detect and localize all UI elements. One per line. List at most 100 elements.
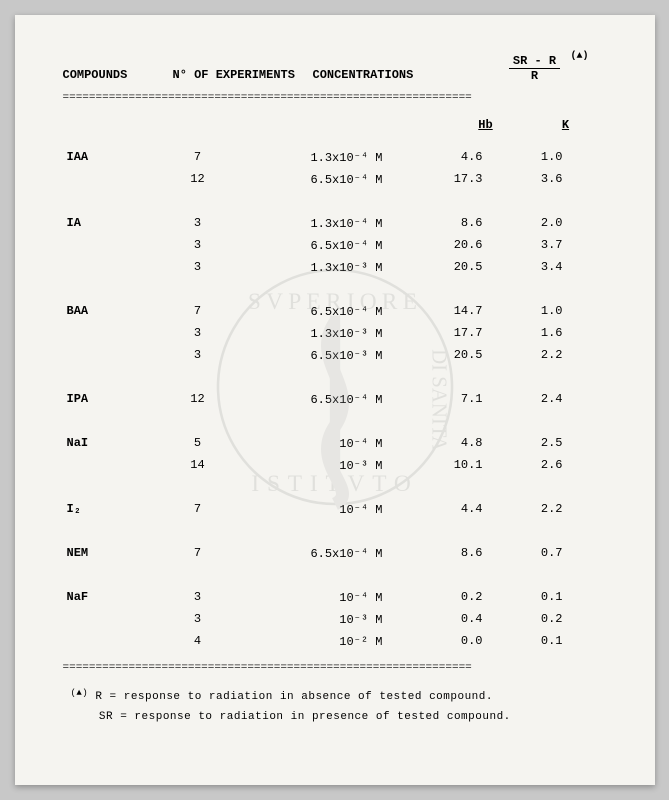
cell-compound: BAA [63, 304, 153, 318]
table-row: IA31.3x10⁻⁴ M8.62.0 [63, 212, 607, 234]
cell-k: 2.5 [503, 436, 583, 450]
cell-k: 2.2 [503, 502, 583, 516]
cell-hb: 14.7 [413, 304, 503, 318]
cell-hb: 8.6 [413, 216, 503, 230]
cell-hb: 20.6 [413, 238, 503, 252]
table-row: NaI510⁻⁴ M4.82.5 [63, 432, 607, 454]
table-row: BAA76.5x10⁻⁴ M14.71.0 [63, 300, 607, 322]
group-spacer [63, 366, 607, 388]
cell-hb: 0.4 [413, 612, 503, 626]
cell-compound: NEM [63, 546, 153, 560]
cell-conc: 6.5x10⁻⁴ M [243, 238, 413, 253]
table-row: IPA126.5x10⁻⁴ M7.12.4 [63, 388, 607, 410]
cell-n: 3 [153, 216, 243, 230]
cell-hb: 4.8 [413, 436, 503, 450]
cell-hb: 20.5 [413, 260, 503, 274]
cell-n: 7 [153, 150, 243, 164]
cell-hb: 0.0 [413, 634, 503, 648]
cell-k: 2.4 [503, 392, 583, 406]
group-spacer [63, 564, 607, 586]
cell-conc: 6.5x10⁻⁴ M [243, 172, 413, 187]
divider-bottom: ========================================… [63, 662, 607, 674]
group-spacer [63, 410, 607, 432]
cell-n: 7 [153, 546, 243, 560]
header-concentrations: CONCENTRATIONS [313, 68, 463, 82]
cell-hb: 0.2 [413, 590, 503, 604]
cell-conc: 1.3x10⁻⁴ M [243, 150, 413, 165]
cell-n: 7 [153, 304, 243, 318]
fraction-superscript: (▲) [570, 51, 588, 62]
cell-n: 5 [153, 436, 243, 450]
footnote: (▲) R = response to radiation in absence… [63, 688, 607, 728]
cell-hb: 17.3 [413, 172, 503, 186]
table-row: 36.5x10⁻⁴ M20.63.7 [63, 234, 607, 256]
cell-hb: 8.6 [413, 546, 503, 560]
footnote-line2: SR = response to radiation in presence o… [99, 711, 511, 723]
cell-hb: 20.5 [413, 348, 503, 362]
cell-hb: 10.1 [413, 458, 503, 472]
footnote-line1: R = response to radiation in absence of … [95, 691, 493, 703]
cell-n: 3 [153, 612, 243, 626]
cell-conc: 6.5x10⁻⁴ M [243, 304, 413, 319]
cell-n: 3 [153, 326, 243, 340]
cell-conc: 1.3x10⁻³ M [243, 326, 413, 341]
cell-n: 14 [153, 458, 243, 472]
cell-n: 7 [153, 502, 243, 516]
group-spacer [63, 278, 607, 300]
cell-n: 3 [153, 238, 243, 252]
cell-conc: 6.5x10⁻⁴ M [243, 546, 413, 561]
table-row: 1410⁻³ M10.12.6 [63, 454, 607, 476]
cell-conc: 1.3x10⁻⁴ M [243, 216, 413, 231]
divider-top: ========================================… [63, 92, 607, 104]
table-row: 31.3x10⁻³ M17.71.6 [63, 322, 607, 344]
cell-conc: 10⁻³ M [243, 612, 413, 627]
header-compounds: COMPOUNDS [63, 68, 173, 82]
cell-conc: 10⁻³ M [243, 458, 413, 473]
subheader-k: K [531, 118, 601, 132]
cell-k: 1.0 [503, 304, 583, 318]
cell-hb: 7.1 [413, 392, 503, 406]
group-spacer [63, 190, 607, 212]
cell-n: 4 [153, 634, 243, 648]
group-spacer [63, 476, 607, 498]
cell-hb: 4.6 [413, 150, 503, 164]
cell-compound: NaF [63, 590, 153, 604]
cell-compound: I₂ [63, 502, 153, 516]
table-row: 126.5x10⁻⁴ M17.33.6 [63, 168, 607, 190]
cell-n: 12 [153, 172, 243, 186]
cell-k: 1.0 [503, 150, 583, 164]
cell-conc: 10⁻² M [243, 634, 413, 649]
document-page: COMPOUNDS N° OF EXPERIMENTS CONCENTRATIO… [15, 15, 655, 785]
cell-compound: NaI [63, 436, 153, 450]
cell-compound: IPA [63, 392, 153, 406]
cell-k: 0.1 [503, 590, 583, 604]
cell-conc: 6.5x10⁻³ M [243, 348, 413, 363]
table-row: 410⁻² M0.00.1 [63, 630, 607, 652]
cell-n: 3 [153, 590, 243, 604]
subheader-hb: Hb [441, 118, 531, 132]
table-row: IAA71.3x10⁻⁴ M4.61.0 [63, 146, 607, 168]
table-headers: COMPOUNDS N° OF EXPERIMENTS CONCENTRATIO… [63, 55, 607, 82]
cell-conc: 6.5x10⁻⁴ M [243, 392, 413, 407]
cell-hb: 17.7 [413, 326, 503, 340]
table-subheaders: Hb K [63, 118, 607, 132]
table-body: IAA71.3x10⁻⁴ M4.61.0126.5x10⁻⁴ M17.33.6I… [63, 146, 607, 652]
table-row: NaF310⁻⁴ M0.20.1 [63, 586, 607, 608]
cell-k: 0.1 [503, 634, 583, 648]
cell-k: 3.6 [503, 172, 583, 186]
table-row: 31.3x10⁻³ M20.53.4 [63, 256, 607, 278]
table-row: I₂710⁻⁴ M4.42.2 [63, 498, 607, 520]
cell-conc: 10⁻⁴ M [243, 502, 413, 517]
cell-compound: IA [63, 216, 153, 230]
cell-k: 2.0 [503, 216, 583, 230]
table-row: NEM76.5x10⁻⁴ M8.60.7 [63, 542, 607, 564]
cell-k: 1.6 [503, 326, 583, 340]
cell-k: 3.4 [503, 260, 583, 274]
cell-hb: 4.4 [413, 502, 503, 516]
cell-k: 3.7 [503, 238, 583, 252]
table-row: 310⁻³ M0.40.2 [63, 608, 607, 630]
fraction-numerator: SR - R [509, 55, 560, 69]
table-row: 36.5x10⁻³ M20.52.2 [63, 344, 607, 366]
cell-n: 3 [153, 348, 243, 362]
fraction-denominator: R [509, 69, 560, 82]
